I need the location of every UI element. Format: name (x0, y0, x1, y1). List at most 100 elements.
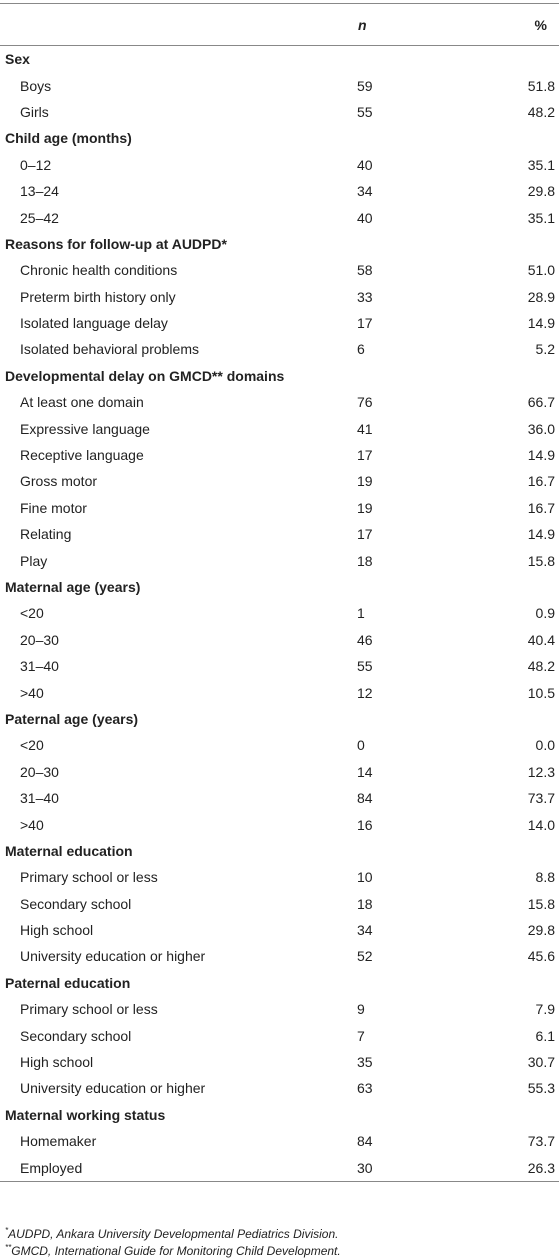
footnote-marker: * (5, 1226, 9, 1235)
data-row: Gross motor 19 16.7 (0, 468, 559, 494)
data-row: 13–24 34 29.8 (0, 178, 559, 204)
data-row: High school 35 30.7 (0, 1049, 559, 1075)
pct-cell: 51.8 (527, 77, 555, 94)
pct-cell: 14.9 (527, 526, 555, 543)
data-row: Preterm birth history only 33 28.9 (0, 284, 559, 310)
pct-cell: 6.1 (535, 1027, 555, 1044)
row-label: Receptive language (20, 447, 144, 464)
header-row: n % (0, 3, 559, 46)
n-cell: 59 (357, 77, 373, 94)
data-row: <20 0 0.0 (0, 732, 559, 758)
data-row: Isolated behavioral problems 6 5.2 (0, 336, 559, 362)
data-row: University education or higher 63 55.3 (0, 1075, 559, 1101)
row-label: 31–40 (20, 790, 59, 807)
data-row: Homemaker 84 73.7 (0, 1128, 559, 1154)
row-label: 20–30 (20, 631, 59, 648)
pct-cell: 28.9 (527, 288, 555, 305)
n-cell: 55 (357, 103, 373, 120)
row-label: 13–24 (20, 183, 59, 200)
pct-cell: 29.8 (527, 183, 555, 200)
n-cell: 6 (357, 341, 365, 358)
n-cell: 10 (357, 869, 373, 886)
pct-cell: 5.2 (535, 341, 555, 358)
pct-cell: 40.4 (527, 631, 555, 648)
pct-cell: 29.8 (527, 922, 555, 939)
n-cell: 18 (357, 552, 373, 569)
n-cell: 9 (357, 1001, 365, 1018)
row-label: High school (20, 922, 94, 939)
pct-cell: 48.2 (527, 658, 555, 675)
section-title: Maternal education (5, 842, 133, 859)
n-cell: 63 (357, 1080, 373, 1097)
row-label: Primary school or less (20, 1001, 158, 1018)
section-row: Maternal education (0, 838, 559, 864)
data-row: Girls 55 48.2 (0, 99, 559, 125)
section-title: Reasons for follow-up at AUDPD* (5, 235, 227, 252)
pct-cell: 7.9 (535, 1001, 555, 1018)
section-title: Maternal age (years) (5, 579, 141, 595)
section-title: Child age (months) (5, 130, 132, 147)
row-label: 31–40 (20, 658, 59, 675)
row-label: 25–42 (20, 209, 59, 226)
data-row: >40 16 14.0 (0, 811, 559, 837)
footnote-text: GMCD, International Guide for Monitoring… (11, 1244, 341, 1258)
pct-cell: 66.7 (527, 394, 555, 411)
row-label: Boys (20, 77, 52, 94)
n-cell: 84 (357, 790, 373, 807)
pct-cell: 10.5 (527, 684, 555, 701)
blank-header (0, 3, 357, 46)
data-row: 20–30 14 12.3 (0, 759, 559, 785)
table-body: Sex Boys 59 51.8 Girls 55 48.2 Child age (month… (0, 46, 559, 1182)
row-label: >40 (20, 684, 44, 701)
pct-cell: 30.7 (527, 1054, 555, 1071)
row-label: Employed (0, 1154, 357, 1182)
data-row: 25–42 40 35.1 (0, 204, 559, 230)
pct-cell: 12.3 (527, 763, 555, 780)
pct-cell: 14.9 (527, 447, 555, 464)
footnote-marker: ** (5, 1243, 12, 1252)
n-cell: 40 (357, 156, 373, 173)
row-label: University education or higher (20, 1080, 206, 1097)
n-cell: 19 (357, 473, 373, 490)
n-cell: 30 (357, 1154, 495, 1182)
section-title: Developmental delay on GMCD** domains (5, 367, 285, 384)
pct-header: % (495, 3, 559, 46)
data-table: n % Sex Boys 59 51.8 Girls 55 48.2 Child age (m… (0, 3, 559, 1182)
data-row: Relating 17 14.9 (0, 521, 559, 547)
section-row: Maternal working status (0, 1102, 559, 1128)
section-row: Sex (0, 46, 559, 73)
row-label: Isolated behavioral problems (20, 341, 199, 358)
n-cell: 7 (357, 1027, 365, 1044)
footnote: **GMCD, International Guide for Monitori… (5, 1241, 341, 1258)
row-label: Fine motor (20, 499, 87, 516)
section-row: Child age (months) (0, 125, 559, 151)
section-title: Sex (5, 51, 30, 68)
row-label: Girls (20, 103, 49, 120)
row-label: At least one domain (20, 394, 144, 411)
row-label: Primary school or less (20, 869, 158, 886)
pct-cell: 14.9 (527, 315, 555, 332)
row-label: 20–30 (20, 763, 59, 780)
pct-cell: 0.0 (535, 737, 555, 754)
n-cell: 12 (357, 684, 373, 701)
n-cell: 55 (357, 658, 373, 675)
n-cell: 46 (357, 631, 373, 648)
data-row: Receptive language 17 14.9 (0, 442, 559, 468)
data-row: Primary school or less 9 7.9 (0, 996, 559, 1022)
n-cell: 0 (357, 737, 365, 754)
pct-cell: 35.1 (527, 209, 555, 226)
row-label: Gross motor (20, 473, 98, 490)
data-row: Primary school or less 10 8.8 (0, 864, 559, 890)
row-label: Homemaker (20, 1133, 97, 1150)
row-label: Secondary school (20, 895, 132, 912)
pct-cell: 35.1 (527, 156, 555, 173)
n-cell: 17 (357, 315, 373, 332)
row-label: Relating (20, 526, 72, 543)
section-title: Paternal education (5, 974, 131, 991)
data-row: 20–30 46 40.4 (0, 627, 559, 653)
data-row: Boys 59 51.8 (0, 72, 559, 98)
pct-cell: 15.8 (527, 895, 555, 912)
data-row: <20 1 0.9 (0, 600, 559, 626)
pct-cell: 15.8 (527, 552, 555, 569)
row-label: Chronic health conditions (20, 262, 178, 279)
